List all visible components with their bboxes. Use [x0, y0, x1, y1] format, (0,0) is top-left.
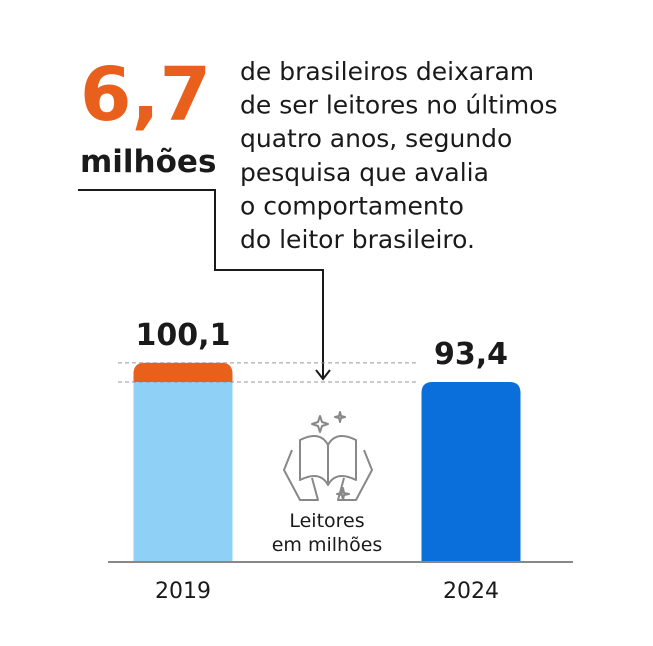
- description-line: do leitor brasileiro.: [240, 225, 475, 254]
- book-icon: [283, 411, 373, 501]
- headline-number: 6,7: [80, 52, 211, 138]
- description-line: de ser leitores no últimos: [240, 91, 558, 120]
- connector: [78, 189, 324, 377]
- description-line: quatro anos, segundo: [240, 124, 512, 153]
- description-line: de brasileiros deixaram: [240, 57, 534, 86]
- value-label: 100,1: [136, 318, 231, 353]
- description-line: pesquisa que avalia: [240, 158, 489, 187]
- axis-label: Leitores: [289, 510, 364, 532]
- description-line: o comportamento: [240, 191, 464, 220]
- bar: [133, 362, 233, 561]
- arrow-head: [315, 369, 331, 381]
- x-tick-label: 2024: [443, 579, 499, 604]
- value-label: 93,4: [434, 337, 508, 372]
- axis-label: em milhões: [272, 534, 383, 556]
- x-tick-label: 2019: [155, 579, 211, 604]
- bar: [421, 381, 521, 561]
- difference-segment: [133, 362, 233, 382]
- headline-unit: milhões: [80, 144, 216, 180]
